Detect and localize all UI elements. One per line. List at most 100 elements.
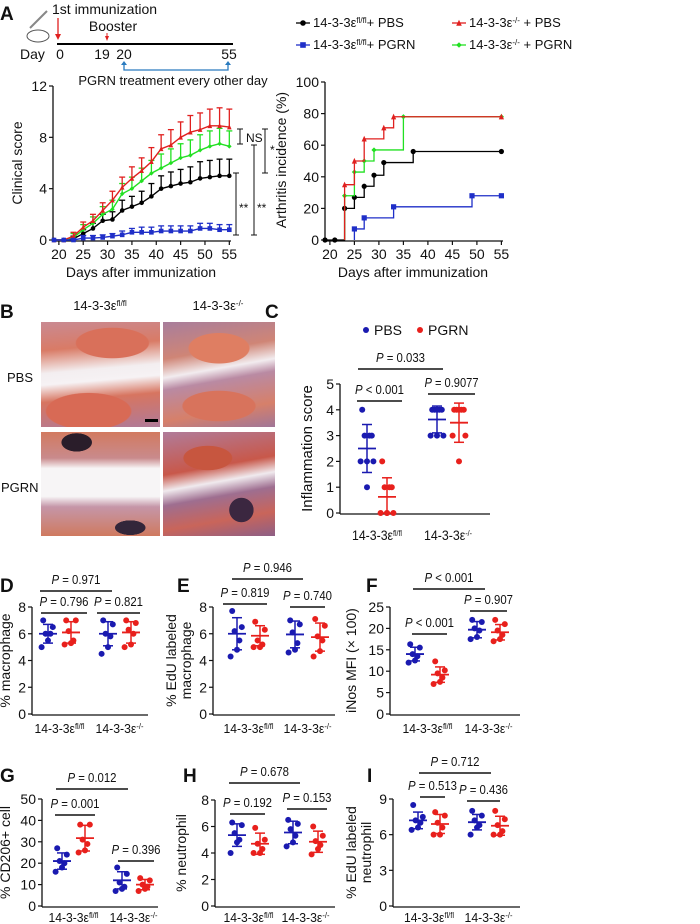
circle-marker [217, 173, 222, 179]
y-tick-label: 8 [39, 129, 47, 145]
p-symbol: P [94, 594, 102, 609]
p-value: = 0.513 [416, 778, 457, 793]
significance-bracket [251, 144, 257, 236]
genotype-base: 14-3-3ε [404, 910, 445, 924]
p-symbol: P [405, 615, 413, 630]
y-tick-label: 1 [326, 479, 334, 495]
diamond-marker [149, 170, 154, 176]
genotype-base: 14-3-3ε [224, 910, 265, 924]
p-symbol: P [376, 350, 384, 365]
y-tick-label: 2 [326, 453, 334, 469]
triangle-marker [207, 122, 213, 129]
p-symbol: P [408, 778, 416, 793]
p-symbol: P [221, 585, 229, 600]
p-value-overall: P = 0.946 [243, 560, 292, 575]
data-point [492, 807, 499, 814]
y-tick-label: 4 [199, 653, 207, 669]
data-point [379, 458, 386, 465]
data-point [146, 877, 153, 884]
data-point [227, 850, 234, 856]
x-tick-label: 50 [197, 246, 213, 262]
legend-dot [363, 327, 369, 333]
square-marker [391, 204, 397, 210]
legend-label: PGRN [428, 322, 468, 338]
legend-suffix: + PGRN [520, 37, 572, 52]
data-point [54, 845, 61, 852]
p-symbol: P [243, 560, 251, 575]
p-symbol: P [431, 754, 439, 769]
group [112, 864, 131, 895]
triangle-marker [80, 224, 86, 230]
p-value-ko: P = 0.9077 [425, 375, 479, 390]
timeline-day: 19 [94, 46, 110, 62]
y-tick-label: 2 [199, 679, 207, 695]
triangle-marker [391, 113, 397, 120]
genotype-base: 14-3-3ε [282, 910, 323, 924]
square-marker [119, 232, 125, 238]
p-value: = 0.153 [290, 790, 331, 805]
panel-letter-I: I [367, 766, 372, 787]
genotype-base: 14-3-3ε [49, 910, 90, 924]
square-marker [139, 230, 144, 235]
data-point [490, 638, 497, 645]
diamond-marker [197, 147, 203, 153]
mouse-icon [26, 29, 50, 43]
diamond-marker [110, 206, 115, 212]
triangle-marker [217, 122, 222, 129]
group [430, 658, 449, 688]
triangle-marker [197, 126, 203, 132]
timeline-day: 55 [221, 46, 237, 62]
square-marker [197, 226, 203, 231]
p-value-flfl: P < 0.001 [405, 615, 454, 630]
data-point [229, 608, 236, 615]
data-point [441, 812, 448, 819]
panel-letter-C: C [265, 302, 279, 323]
timeline-day: 0 [56, 46, 64, 62]
arrow-up-icon [121, 61, 127, 65]
p-value: = 0.946 [251, 560, 292, 575]
row-label-pbs: PBS [7, 370, 33, 385]
y-tick-label: 0 [201, 898, 209, 914]
p-value-overall: P = 0.678 [240, 764, 289, 779]
data-point [490, 831, 497, 838]
legend-A: 14-3-3εfl/fl+ PBS 14-3-3ε-/- + PBS14-3-3ε… [296, 15, 572, 52]
x-tick-label: 30 [100, 246, 116, 262]
series [51, 222, 233, 243]
circle-marker [139, 200, 144, 206]
genotype-base: 14-3-3ε [35, 721, 76, 736]
data-point [285, 816, 292, 823]
x-tick-label: 35 [396, 246, 412, 262]
p-symbol: P [355, 382, 363, 397]
data-point [432, 658, 439, 665]
data-point [38, 644, 45, 651]
y-tick-label: 6 [201, 819, 209, 835]
triangle-marker [149, 158, 154, 165]
data-point [72, 617, 79, 624]
y-tick-label: 50 [20, 791, 36, 807]
data-point [238, 822, 245, 829]
group [135, 875, 154, 895]
genotype-base: 14-3-3ε [193, 298, 237, 313]
legend-suffix: + PGRN [367, 37, 416, 52]
data-point [462, 432, 469, 439]
circle-marker [119, 208, 125, 213]
genotype-base: 14-3-3ε [284, 721, 325, 736]
y-tick-label: 2 [18, 679, 26, 695]
p-value-overall: P = 0.712 [431, 754, 480, 769]
square-marker [61, 237, 67, 243]
p-value: < 0.001 [432, 570, 473, 585]
p-value-flfl: P = 0.192 [223, 795, 272, 810]
square-marker [129, 230, 135, 235]
p-value: = 0.796 [47, 594, 88, 609]
histology-flfl-pgrn [41, 432, 160, 536]
panel-letter-F: F [366, 576, 378, 597]
square-marker [188, 228, 193, 234]
y-tick-label: 8 [199, 599, 207, 615]
group [75, 821, 94, 856]
data-point [408, 826, 415, 833]
category-label-ko: 14-3-3ε-/- [96, 721, 144, 736]
y-tick-label: 6 [379, 827, 387, 843]
